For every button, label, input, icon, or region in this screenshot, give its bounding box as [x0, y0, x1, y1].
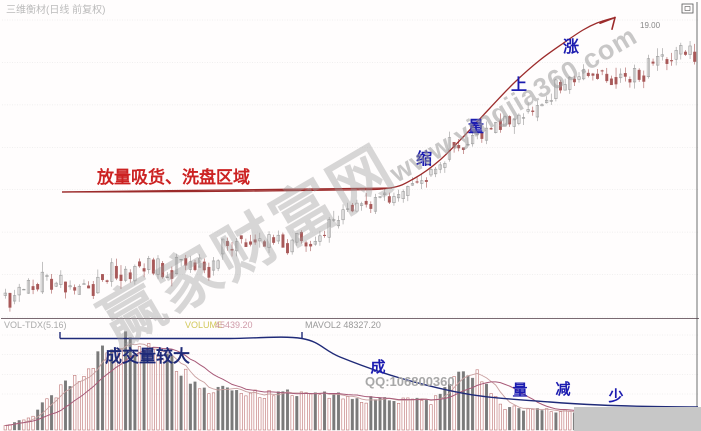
svg-text:放量吸货、洗盘区域: 放量吸货、洗盘区域: [96, 167, 250, 187]
svg-text:www.yingjia360.com: www.yingjia360.com: [384, 20, 642, 189]
svg-text:少: 少: [607, 387, 623, 405]
svg-text:19.00: 19.00: [640, 21, 661, 30]
svg-text:45439.20: 45439.20: [215, 320, 253, 330]
svg-text:VOL-TDX(5.16): VOL-TDX(5.16): [4, 320, 67, 330]
svg-text:MAVOL2 48327.20: MAVOL2 48327.20: [305, 320, 381, 330]
svg-text:减: 减: [555, 380, 570, 398]
svg-text:三维衡材(日线 前复权): 三维衡材(日线 前复权): [6, 3, 105, 16]
svg-text:量: 量: [512, 382, 527, 399]
svg-text:QQ:106800360: QQ:106800360: [365, 374, 455, 389]
